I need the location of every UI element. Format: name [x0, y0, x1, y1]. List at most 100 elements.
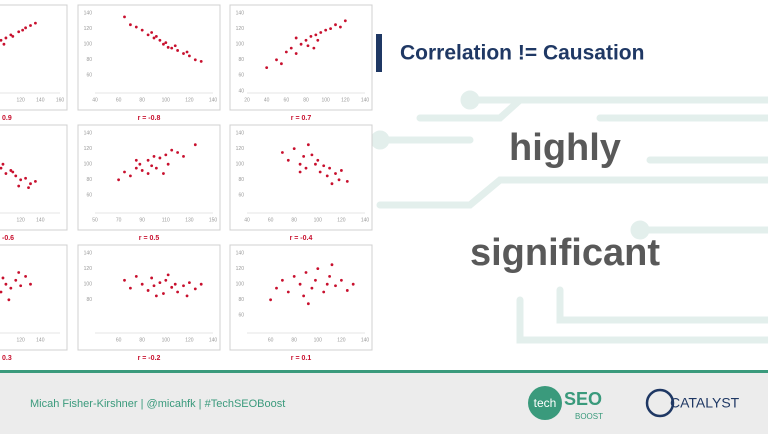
- point: [343, 19, 347, 23]
- x-tick-label: 80: [139, 97, 145, 103]
- point: [11, 170, 15, 174]
- point: [281, 151, 284, 154]
- r-label: 0.9: [2, 115, 12, 122]
- point: [173, 44, 177, 48]
- r-label: r = -0.8: [138, 115, 161, 122]
- point: [9, 169, 13, 172]
- point: [0, 38, 3, 42]
- point: [170, 285, 174, 289]
- point: [193, 287, 197, 291]
- point: [298, 170, 302, 174]
- point: [154, 294, 158, 298]
- point: [298, 162, 302, 166]
- logo-ring: [645, 388, 675, 418]
- point: [340, 278, 343, 282]
- point: [325, 282, 329, 286]
- y-tick-label: 120: [84, 146, 93, 152]
- x-tick-label: 140: [36, 217, 45, 223]
- point: [158, 38, 162, 42]
- y-tick-label: 80: [86, 57, 92, 63]
- point: [17, 271, 21, 274]
- x-tick-label: 80: [291, 217, 297, 223]
- point: [322, 290, 326, 294]
- y-tick-label: 140: [84, 10, 93, 16]
- logo-circle: [528, 386, 562, 420]
- point: [170, 46, 174, 50]
- point: [289, 46, 293, 50]
- x-tick-label: 120: [185, 337, 194, 343]
- point: [129, 23, 132, 27]
- point: [185, 294, 189, 298]
- point: [152, 36, 156, 40]
- y-tick-label: 140: [236, 130, 245, 136]
- point: [140, 282, 144, 286]
- slide-title: Correlation != Causation: [400, 42, 644, 65]
- x-tick-label: 80: [291, 337, 297, 343]
- point: [27, 186, 30, 190]
- point: [269, 298, 272, 302]
- point: [182, 155, 185, 158]
- panel-frame: [0, 124, 68, 231]
- word: significant: [470, 232, 660, 274]
- point: [17, 184, 21, 188]
- footer-line: [0, 370, 768, 373]
- point: [316, 38, 320, 42]
- point: [304, 38, 308, 42]
- x-tick-label: 150: [209, 217, 218, 223]
- point: [166, 45, 170, 49]
- point: [185, 50, 189, 54]
- panel-frame: [77, 244, 221, 351]
- r-label: 0.3: [2, 355, 12, 362]
- x-tick-label: 140: [361, 97, 370, 103]
- point: [328, 275, 331, 278]
- y-tick-label: 100: [236, 282, 245, 288]
- logo-text: CATALYST: [670, 395, 740, 411]
- point: [314, 33, 318, 37]
- point: [170, 148, 174, 152]
- x-tick-label: 110: [162, 217, 170, 223]
- point: [0, 166, 3, 170]
- point: [298, 282, 302, 286]
- y-tick-label: 120: [84, 26, 93, 32]
- point: [11, 35, 15, 38]
- point: [328, 166, 331, 170]
- point: [158, 156, 162, 160]
- point: [129, 286, 132, 290]
- point: [173, 282, 177, 286]
- point: [154, 35, 158, 38]
- point: [176, 151, 180, 154]
- r-label: -0.6: [2, 235, 14, 242]
- point: [7, 298, 11, 302]
- point: [117, 178, 120, 182]
- point: [310, 286, 314, 290]
- circuit-decoration: [370, 90, 768, 344]
- point: [314, 278, 317, 282]
- point: [134, 275, 138, 278]
- x-tick-label: 60: [116, 337, 122, 343]
- y-tick-label: 140: [236, 10, 245, 16]
- point: [19, 178, 23, 182]
- x-tick-label: 60: [268, 337, 274, 343]
- y-tick-label: 120: [236, 146, 245, 152]
- x-tick-label: 40: [244, 217, 250, 223]
- point: [193, 58, 197, 62]
- x-tick-label: 120: [337, 337, 346, 343]
- point: [182, 284, 185, 288]
- point: [0, 290, 3, 294]
- footer-text: Micah Fisher-Kirshner | @micahfk | #Tech…: [30, 398, 285, 410]
- point: [193, 143, 197, 147]
- x-tick-label: 160: [56, 97, 65, 103]
- x-tick-label: 140: [361, 337, 370, 343]
- point: [140, 28, 144, 32]
- point: [140, 169, 144, 172]
- point: [182, 52, 185, 55]
- y-tick-label: 60: [238, 73, 244, 79]
- y-tick-label: 60: [238, 193, 244, 199]
- point: [24, 176, 27, 180]
- point: [351, 282, 355, 286]
- y-tick-label: 120: [84, 266, 93, 272]
- point: [309, 35, 313, 38]
- point: [314, 162, 317, 166]
- x-tick-label: 140: [36, 337, 45, 343]
